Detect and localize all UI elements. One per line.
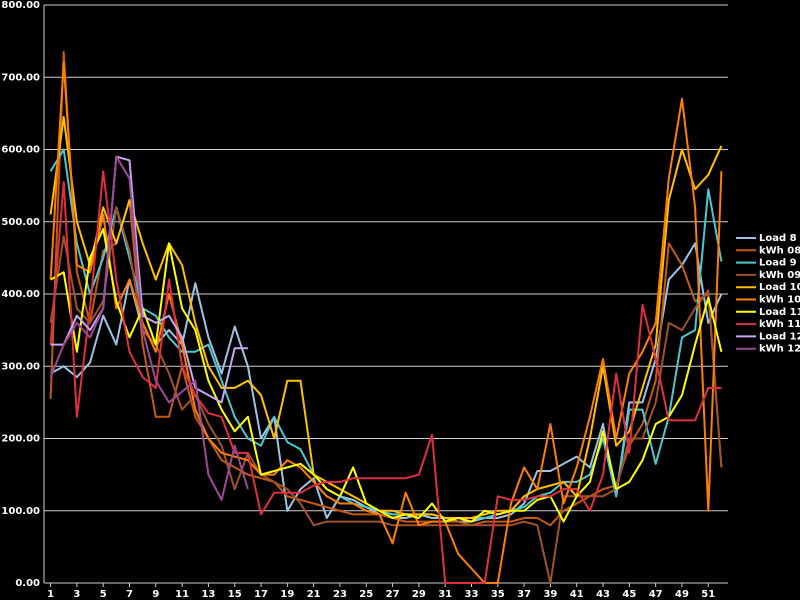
legend-label: Load 10: [759, 282, 800, 293]
legend-label: kWh 09: [759, 270, 800, 281]
series-line: [50, 155, 248, 404]
x-tick-label: 43: [596, 589, 610, 600]
x-tick-label: 37: [517, 589, 531, 600]
x-tick-label: 19: [280, 589, 294, 600]
x-tick-label: 3: [73, 589, 80, 600]
legend-label: kWh 11: [759, 319, 800, 330]
y-tick-label: 400.00: [1, 289, 40, 300]
legend-label: kWh 12: [759, 344, 800, 355]
x-tick-label: 23: [333, 589, 347, 600]
x-tick-label: 45: [622, 589, 636, 600]
y-tick-label: 100.00: [1, 506, 40, 517]
series-line: [49, 155, 249, 501]
series-line: [49, 170, 722, 584]
x-tick-label: 29: [412, 589, 426, 600]
y-tick-label: 0.00: [15, 578, 40, 589]
x-tick-label: 31: [438, 589, 452, 600]
series-line: [49, 51, 723, 527]
x-tick-label: 1: [47, 589, 54, 600]
legend-label: kWh 08: [759, 245, 800, 256]
legend-label: kWh 10: [759, 295, 800, 306]
x-tick-label: 39: [543, 589, 557, 600]
y-tick-label: 800.00: [1, 0, 40, 11]
x-tick-label: 21: [307, 589, 321, 600]
x-tick-label: 7: [126, 589, 133, 600]
x-tick-label: 5: [100, 589, 107, 600]
y-tick-label: 700.00: [1, 72, 40, 83]
x-tick-label: 13: [201, 589, 215, 600]
series-line: [50, 228, 723, 523]
x-tick-label: 35: [491, 589, 505, 600]
x-tick-label: 33: [465, 589, 479, 600]
series-line: [49, 61, 723, 584]
legend-label: Load 12: [759, 331, 800, 342]
y-tick-label: 500.00: [1, 217, 40, 228]
y-tick-label: 600.00: [1, 145, 40, 156]
x-tick-label: 9: [152, 589, 159, 600]
series-line: [49, 206, 723, 584]
series-line: [50, 242, 723, 523]
legend-label: Load 9: [759, 258, 797, 269]
y-tick-label: 200.00: [1, 434, 40, 445]
x-tick-label: 47: [649, 589, 663, 600]
legend-label: Load 8: [759, 233, 797, 244]
x-tick-label: 11: [175, 589, 189, 600]
x-tick-label: 17: [254, 589, 268, 600]
legend-label: Load 11: [759, 307, 800, 318]
x-tick-label: 15: [228, 589, 242, 600]
x-tick-label: 49: [675, 589, 689, 600]
x-tick-label: 51: [701, 589, 715, 600]
x-tick-label: 27: [386, 589, 400, 600]
x-tick-label: 25: [359, 589, 373, 600]
y-tick-label: 300.00: [1, 361, 40, 372]
x-tick-label: 41: [570, 589, 584, 600]
series-line: [49, 116, 723, 519]
